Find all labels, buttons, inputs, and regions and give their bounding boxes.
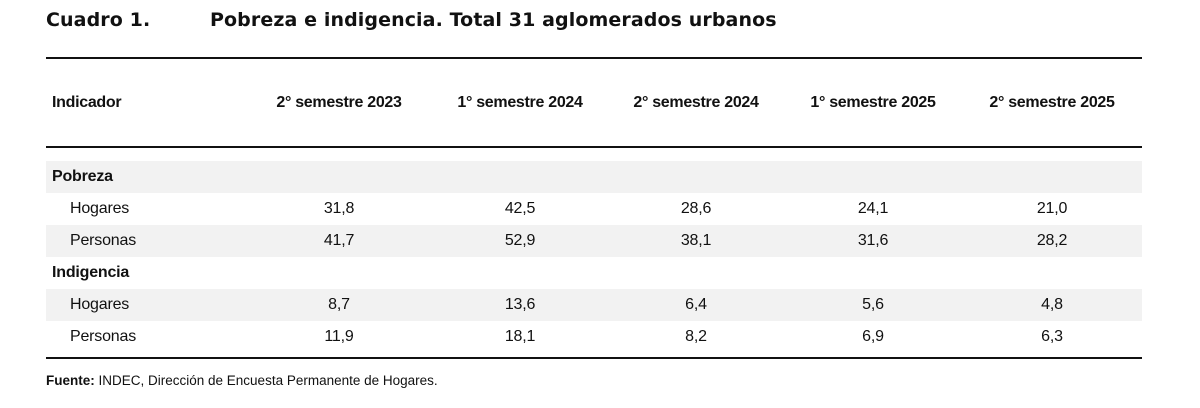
caption-title: Pobreza e indigencia. Total 31 aglomerad… — [210, 9, 777, 31]
table-cell: 28,2 — [962, 225, 1142, 257]
table-cell: 31,8 — [323, 200, 355, 217]
table-cell: 52,9 — [432, 225, 608, 257]
table-cell: 28,6 — [680, 200, 712, 217]
group-row-indigencia: Indigencia — [46, 257, 1142, 289]
group-label: Indigencia — [52, 264, 130, 281]
group-label: Pobreza — [46, 161, 246, 193]
caption-number: Cuadro 1. — [46, 9, 151, 31]
table-cell: 42,5 — [504, 200, 536, 217]
row-label: Personas — [70, 328, 136, 345]
table-cell: 8,7 — [246, 289, 432, 321]
table-cell: 13,6 — [432, 289, 608, 321]
source-text: INDEC, Dirección de Encuesta Permanente … — [94, 373, 438, 388]
table-cell: 6,3 — [1041, 328, 1063, 345]
table-cell: 41,7 — [246, 225, 432, 257]
column-header-2s-2023: 2° semestre 2023 — [276, 93, 402, 111]
column-header-1s-2024: 1° semestre 2024 — [457, 93, 583, 111]
column-header-2s-2024: 2° semestre 2024 — [633, 93, 759, 111]
table-cell: 24,1 — [857, 200, 889, 217]
table-row: Personas 41,7 52,9 38,1 31,6 28,2 — [46, 225, 1142, 257]
table-cell: 4,8 — [962, 289, 1142, 321]
table-cell: 21,0 — [1036, 200, 1068, 217]
spacer-row — [46, 146, 1142, 161]
table-cell: 6,4 — [608, 289, 784, 321]
row-label: Personas — [46, 225, 246, 257]
table-cell: 31,6 — [784, 225, 962, 257]
header-rule — [46, 146, 1142, 148]
table-cell: 8,2 — [685, 328, 707, 345]
column-header-1s-2025: 1° semestre 2025 — [810, 93, 936, 111]
group-row-pobreza: Pobreza — [46, 161, 1142, 193]
row-label: Hogares — [70, 200, 130, 217]
header-row: Indicador 2° semestre 2023 1° semestre 2… — [46, 59, 1142, 146]
source-label: Fuente: — [46, 373, 95, 388]
table-cell: 38,1 — [608, 225, 784, 257]
column-header-2s-2025: 2° semestre 2025 — [989, 93, 1115, 111]
table-cell: 11,9 — [324, 328, 354, 345]
table-cell: 5,6 — [784, 289, 962, 321]
poverty-table: Indicador 2° semestre 2023 1° semestre 2… — [46, 59, 1142, 353]
column-header-indicador: Indicador — [52, 93, 122, 111]
row-label: Hogares — [46, 289, 246, 321]
table-row: Hogares 31,8 42,5 28,6 24,1 21,0 — [46, 193, 1142, 225]
table-row: Hogares 8,7 13,6 6,4 5,6 4,8 — [46, 289, 1142, 321]
source-note: Fuente: INDEC, Dirección de Encuesta Per… — [46, 373, 438, 388]
table-cell: 6,9 — [862, 328, 884, 345]
bottom-rule — [46, 357, 1142, 359]
table-cell: 18,1 — [504, 328, 536, 345]
table-row: Personas 11,9 18,1 8,2 6,9 6,3 — [46, 321, 1142, 353]
top-rule — [46, 57, 1142, 59]
